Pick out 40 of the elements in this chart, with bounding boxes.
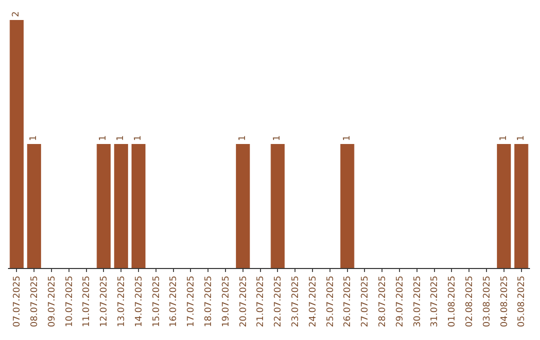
x-tick-label: 10.07.2025 [64, 276, 75, 328]
data-label: 1 [238, 135, 248, 141]
x-tick-label: 28.07.2025 [378, 276, 388, 328]
x-tick-label: 20.07.2025 [238, 276, 249, 328]
data-label: 1 [498, 135, 509, 141]
data-label: 1 [116, 135, 126, 141]
data-label: 1 [98, 135, 109, 141]
x-tick-label: 13.07.2025 [117, 276, 128, 328]
x-tick-label: 07.07.2025 [12, 276, 23, 328]
x-tick-label: 18.07.2025 [204, 276, 214, 328]
x-tick-label: 03.08.2025 [482, 276, 492, 328]
x-tick-label: 27.07.2025 [360, 276, 371, 328]
x-tick-label: 17.07.2025 [186, 276, 197, 328]
x-tick-label: 23.07.2025 [291, 276, 302, 328]
x-tick-label: 02.08.2025 [465, 276, 476, 328]
x-tick-label: 31.07.2025 [430, 276, 440, 328]
data-label: 1 [516, 135, 526, 141]
x-tick-label: 11.07.2025 [82, 276, 92, 328]
data-label: 1 [342, 135, 352, 141]
x-tick-label: 01.08.2025 [448, 276, 458, 328]
x-tick-label: 22.07.2025 [274, 276, 284, 328]
x-tick-label: 21.07.2025 [256, 276, 266, 328]
x-tick-label: 15.07.2025 [152, 276, 162, 328]
data-label: 1 [29, 135, 40, 141]
x-tick-label: 12.07.2025 [100, 276, 110, 328]
x-tick-label: 08.07.2025 [30, 276, 40, 328]
x-tick-label: 19.07.2025 [221, 276, 232, 328]
x-tick-label: 05.08.2025 [517, 276, 528, 328]
data-label: 1 [272, 135, 283, 141]
x-tick-label: 25.07.2025 [326, 276, 336, 328]
x-tick-label: 29.07.2025 [395, 276, 406, 328]
x-tick-label: 09.07.2025 [47, 276, 58, 328]
x-tick-label: 04.08.2025 [500, 276, 510, 328]
x-tick-label: 16.07.2025 [169, 276, 180, 328]
data-label: 1 [134, 135, 144, 141]
x-tick-label: 24.07.2025 [308, 276, 318, 328]
x-tick-label: 26.07.2025 [343, 276, 354, 328]
x-tick-label: 30.07.2025 [412, 276, 423, 328]
x-tick-label: 14.07.2025 [134, 276, 144, 328]
data-label: 2 [12, 11, 22, 17]
